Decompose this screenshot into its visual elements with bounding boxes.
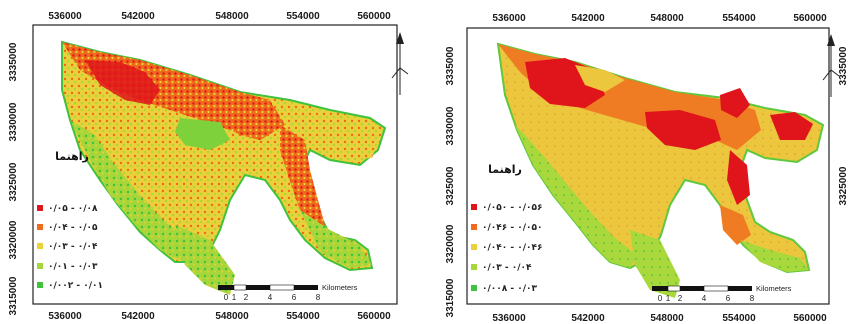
scale-number: 8 <box>316 293 321 302</box>
legend-item: ۰/۰۱ - ۰/۰۳ <box>37 262 98 272</box>
north-arrow-icon <box>391 32 409 95</box>
legend-swatch <box>37 282 43 288</box>
x-tick-top: 560000 <box>357 11 391 22</box>
map-panel-right: 536000 542000 548000 554000 560000 53600… <box>425 0 859 324</box>
basin-map <box>61 40 387 295</box>
x-tick-bottom: 554000 <box>286 311 320 322</box>
scale-number: 6 <box>292 293 297 302</box>
x-tick-top: 548000 <box>650 13 684 24</box>
x-tick-bottom: 542000 <box>121 311 155 322</box>
legend-swatch <box>471 244 477 250</box>
legend-item: ۰/۰۳ - ۰/۰۴ <box>471 263 532 273</box>
legend-label: ۰/۰۴ - ۰/۰۵ <box>48 223 98 233</box>
legend-item: ۰/۰۴۰ - ۰/۰۴۶ <box>471 243 543 253</box>
legend-swatch <box>471 204 477 210</box>
y-tick-left: 3325000 <box>445 166 456 205</box>
x-tick-top: 542000 <box>571 13 605 24</box>
legend-swatch <box>37 263 43 269</box>
scale-number: 4 <box>268 293 273 302</box>
legend-item: ۰/۰۰۲ - ۰/۰۱ <box>37 281 103 291</box>
legend-label: ۰/۰۵۰ - ۰/۰۵۶ <box>482 203 543 213</box>
legend-label: ۰/۰۴۰ - ۰/۰۴۶ <box>482 243 543 253</box>
y-tick-left: 3330000 <box>445 106 456 145</box>
scale-number: 1 <box>666 294 671 303</box>
legend-item: ۰/۰۰۸ - ۰/۰۳ <box>471 284 538 294</box>
scale-bar: Kilometers 0 1 2 4 6 8 <box>652 284 792 303</box>
legend-title: راهنما <box>55 150 89 163</box>
legend-item: ۰/۰۴ - ۰/۰۵ <box>37 223 98 233</box>
scale-bar: Kilometers 0 1 2 4 6 8 <box>218 283 358 302</box>
y-tick-right: 3335000 <box>838 46 849 85</box>
x-tick-top: 542000 <box>121 11 155 22</box>
legend-item: ۰/۰۳ - ۰/۰۴ <box>37 242 98 252</box>
scale-number: 4 <box>702 294 707 303</box>
map-panel-left: 536000 542000 548000 554000 560000 53600… <box>0 0 425 324</box>
scale-number: 1 <box>232 293 237 302</box>
legend-item: ۰/۰۴۶ - ۰/۰۵۰ <box>471 223 543 233</box>
y-tick-left: 3320000 <box>8 220 19 259</box>
x-tick-top: 548000 <box>215 11 249 22</box>
legend-label: ۰/۰۰۸ - ۰/۰۳ <box>482 284 538 294</box>
map-right-svg: 536000 542000 548000 554000 560000 53600… <box>445 13 849 324</box>
x-tick-top: 554000 <box>722 13 756 24</box>
legend-item: ۰/۰۵ - ۰/۰۸ <box>37 204 98 214</box>
scale-number: 2 <box>678 294 683 303</box>
scale-number: 0 <box>224 293 229 302</box>
legend-label: ۰/۰۳ - ۰/۰۴ <box>48 242 98 252</box>
legend-item: ۰/۰۵۰ - ۰/۰۵۶ <box>471 203 543 213</box>
legend-label: ۰/۰۳ - ۰/۰۴ <box>482 263 532 273</box>
x-tick-bottom: 560000 <box>793 313 827 324</box>
legend-title: راهنما <box>488 163 522 176</box>
legend: راهنما ۰/۰۵۰ - ۰/۰۵۶ ۰/۰۴۶ - ۰/۰۵۰ ۰/۰۴۰… <box>471 163 543 294</box>
x-tick-top: 554000 <box>286 11 320 22</box>
x-tick-top: 536000 <box>492 13 526 24</box>
scale-number: 8 <box>750 294 755 303</box>
legend-swatch <box>471 224 477 230</box>
x-tick-bottom: 542000 <box>571 313 605 324</box>
legend-swatch <box>471 285 477 291</box>
x-tick-bottom: 536000 <box>492 313 526 324</box>
y-tick-left: 3320000 <box>445 224 456 263</box>
scale-unit: Kilometers <box>756 284 792 293</box>
y-tick-right: 3325000 <box>838 166 849 205</box>
legend: راهنما ۰/۰۵ - ۰/۰۸ ۰/۰۴ - ۰/۰۵ ۰/۰۳ - ۰/… <box>37 150 103 291</box>
x-tick-bottom: 536000 <box>48 311 82 322</box>
north-arrow-icon <box>822 34 840 97</box>
legend-label: ۰/۰۴۶ - ۰/۰۵۰ <box>482 223 543 233</box>
legend-swatch <box>471 264 477 270</box>
x-tick-bottom: 560000 <box>357 311 391 322</box>
y-tick-left: 3335000 <box>8 42 19 81</box>
basin-map <box>496 42 825 298</box>
x-tick-top: 560000 <box>793 13 827 24</box>
legend-label: ۰/۰۱ - ۰/۰۳ <box>48 262 98 272</box>
y-tick-left: 3315000 <box>8 276 19 315</box>
y-tick-left: 3335000 <box>445 46 456 85</box>
legend-label: ۰/۰۵ - ۰/۰۸ <box>48 204 98 214</box>
legend-label: ۰/۰۰۲ - ۰/۰۱ <box>48 281 103 291</box>
map-left-svg: 536000 542000 548000 554000 560000 53600… <box>8 11 409 322</box>
x-tick-bottom: 548000 <box>650 313 684 324</box>
x-tick-top: 536000 <box>48 11 82 22</box>
x-tick-bottom: 548000 <box>215 311 249 322</box>
y-tick-left: 3325000 <box>8 162 19 201</box>
legend-swatch <box>37 205 43 211</box>
legend-swatch <box>37 224 43 230</box>
x-tick-bottom: 554000 <box>722 313 756 324</box>
y-tick-left: 3330000 <box>8 102 19 141</box>
scale-number: 0 <box>658 294 663 303</box>
legend-swatch <box>37 243 43 249</box>
y-tick-left: 3315000 <box>445 278 456 317</box>
scale-unit: Kilometers <box>322 283 358 292</box>
scale-number: 6 <box>726 294 731 303</box>
scale-number: 2 <box>244 293 249 302</box>
